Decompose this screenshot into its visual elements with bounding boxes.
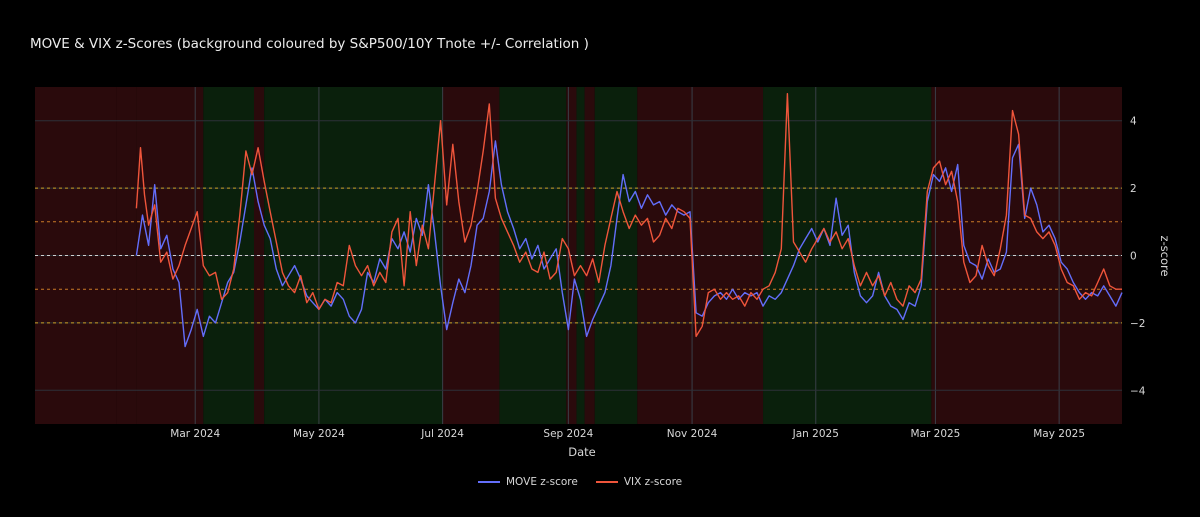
legend-item-vix[interactable]: VIX z-score	[595, 476, 683, 488]
x-tick-label-6: Mar 2025	[910, 428, 960, 440]
series-lines	[135, 93, 1123, 348]
y-tick-label-1: 2	[1130, 183, 1137, 195]
x-tick-label-3: Sep 2024	[543, 428, 593, 440]
y-tick-label-4: −4	[1130, 385, 1146, 397]
series-line-move[interactable]	[135, 140, 1123, 348]
x-tick-label-5: Jan 2025	[792, 428, 839, 440]
chart-title: MOVE & VIX z-Scores (background coloured…	[30, 36, 589, 52]
legend-swatch-vix	[595, 481, 618, 483]
x-tick-label-2: Jul 2024	[420, 428, 464, 440]
x-axis-title: Date	[568, 445, 596, 459]
x-tick-label-0: Mar 2024	[170, 428, 220, 440]
x-tick-label-7: May 2025	[1033, 428, 1085, 440]
y-tick-label-0: 4	[1130, 116, 1137, 128]
y-tick-label-2: 0	[1130, 251, 1137, 263]
legend-label-move: MOVE z-score	[506, 476, 578, 488]
legend-swatch-move	[478, 481, 500, 483]
x-axis-ticks: Mar 2024 May 2024 Jul 2024 Sep 2024 Nov 2024…	[170, 428, 1085, 440]
y-tick-label-3: −2	[1130, 318, 1145, 330]
x-tick-label-1: May 2024	[293, 428, 345, 440]
legend: MOVE z-score VIX z-score	[478, 476, 682, 488]
legend-label-vix: VIX z-score	[623, 476, 683, 488]
y-axis-title: z-score	[1158, 235, 1172, 276]
y-axis-ticks: 4 2 0 −2 −4	[1130, 116, 1146, 398]
x-tick-label-4: Nov 2024	[667, 428, 718, 440]
series-line-vix[interactable]	[135, 93, 1122, 338]
legend-item-move[interactable]: MOVE z-score	[478, 476, 578, 488]
